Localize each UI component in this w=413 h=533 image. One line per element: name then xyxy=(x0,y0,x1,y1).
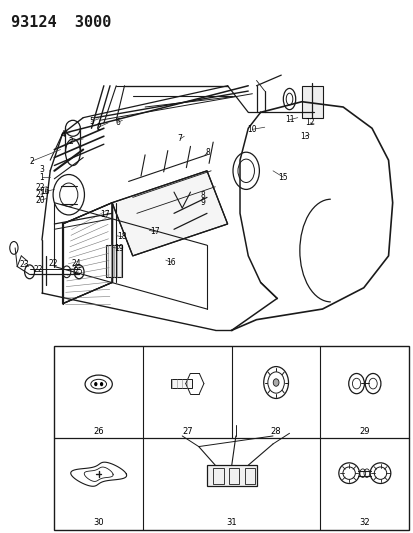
Text: 22: 22 xyxy=(48,259,58,268)
Text: 4: 4 xyxy=(61,130,66,139)
Text: 5: 5 xyxy=(89,117,94,126)
Bar xyxy=(244,468,254,484)
Text: 27: 27 xyxy=(182,426,192,435)
Text: 2: 2 xyxy=(68,137,73,146)
Text: 13: 13 xyxy=(300,132,309,141)
Bar xyxy=(106,245,122,277)
Text: 15: 15 xyxy=(278,173,287,182)
Text: 93124  3000: 93124 3000 xyxy=(11,15,111,30)
Text: 29: 29 xyxy=(359,426,369,435)
Text: 2: 2 xyxy=(29,157,34,166)
Bar xyxy=(301,86,322,118)
Text: 24: 24 xyxy=(71,260,81,268)
Ellipse shape xyxy=(273,379,278,386)
Text: 1: 1 xyxy=(40,173,44,182)
Polygon shape xyxy=(112,171,227,256)
Text: 9: 9 xyxy=(200,198,205,207)
Ellipse shape xyxy=(100,382,103,386)
Text: 25: 25 xyxy=(73,268,83,276)
Text: 23: 23 xyxy=(19,260,29,269)
Bar xyxy=(54,346,408,530)
Text: 31: 31 xyxy=(226,518,237,527)
Ellipse shape xyxy=(94,382,97,386)
Text: 6: 6 xyxy=(115,118,120,127)
Text: 12: 12 xyxy=(305,118,314,127)
Polygon shape xyxy=(62,203,112,304)
Text: 30: 30 xyxy=(93,518,104,527)
Text: 8: 8 xyxy=(200,191,205,200)
Text: 19: 19 xyxy=(114,244,123,253)
Text: 3: 3 xyxy=(39,165,44,174)
Text: 28: 28 xyxy=(270,426,281,435)
Text: 7: 7 xyxy=(177,134,182,143)
Text: 18: 18 xyxy=(117,232,126,241)
Bar xyxy=(171,379,191,388)
Text: 26: 26 xyxy=(93,426,104,435)
Bar xyxy=(228,468,239,484)
Text: 22: 22 xyxy=(36,183,45,192)
Bar xyxy=(213,468,223,484)
Bar xyxy=(206,465,256,487)
Text: 21: 21 xyxy=(36,190,45,199)
Text: 10: 10 xyxy=(247,125,256,134)
Text: 16: 16 xyxy=(40,187,50,196)
Text: 16: 16 xyxy=(166,258,176,266)
Text: 20: 20 xyxy=(36,196,45,205)
Text: 11: 11 xyxy=(284,115,294,124)
Text: 17: 17 xyxy=(100,211,109,220)
Text: 22: 22 xyxy=(33,265,43,274)
Text: 17: 17 xyxy=(150,228,160,237)
Text: 8: 8 xyxy=(205,148,210,157)
Text: 32: 32 xyxy=(358,518,369,527)
Text: 2: 2 xyxy=(96,123,101,132)
